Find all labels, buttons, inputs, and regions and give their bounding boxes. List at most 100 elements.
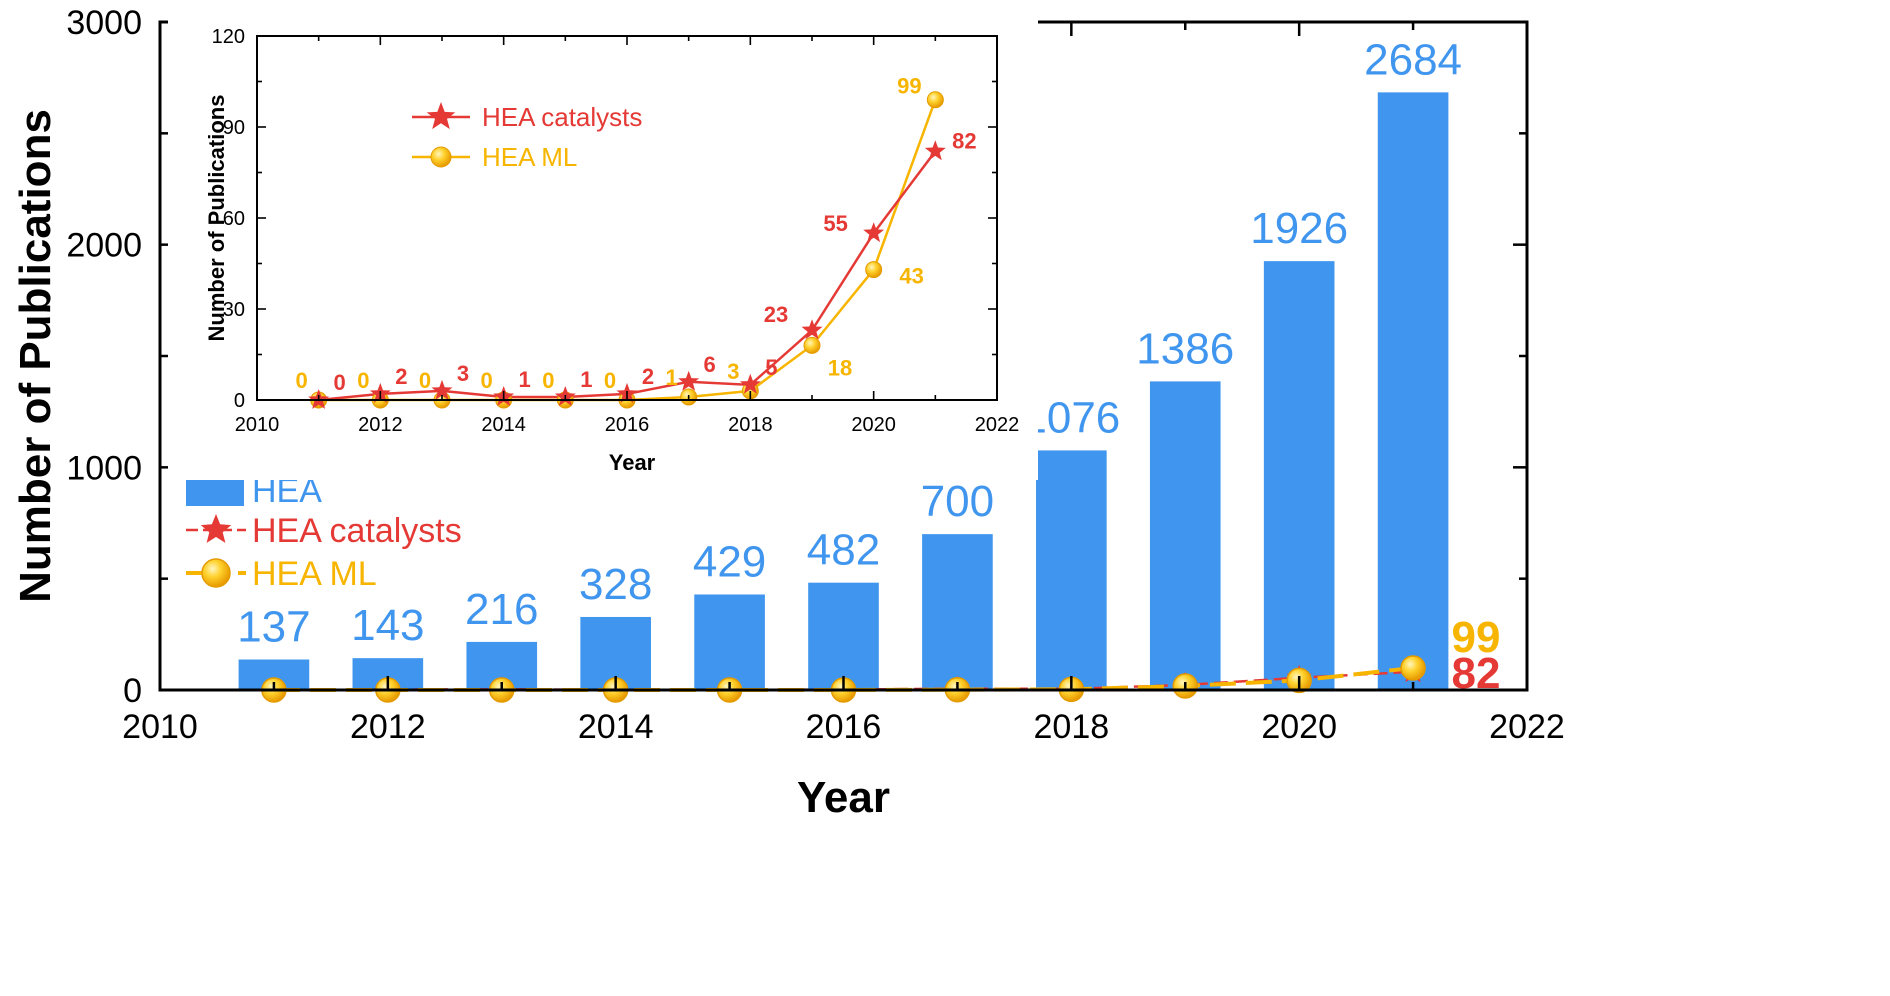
hea-bar-2016 [808, 582, 879, 690]
main-x-tick-labels: 2010 2012 2014 2016 2018 2020 2022 [122, 708, 1565, 746]
inset-legend-catalysts-star-icon [426, 102, 456, 130]
main-x-tick-label-2016: 2016 [806, 708, 882, 746]
inset-ml-label-2012: 0 [357, 368, 369, 393]
hea-bars [238, 92, 1449, 690]
hea-bar-label-2015: 429 [693, 537, 766, 586]
inset-axis-ticks [256, 35, 998, 401]
inset-y-tick-label-0: 0 [234, 390, 245, 412]
inset-x-tick-label-2014: 2014 [481, 414, 526, 436]
main-x-tick-label-2014: 2014 [578, 708, 654, 746]
main-x-tick-label-2018: 2018 [1034, 708, 1110, 746]
main-x-axis-title: Year [797, 773, 890, 822]
inset-x-tick-label-2010: 2010 [235, 414, 280, 436]
hea-bar-2017 [922, 534, 993, 690]
hea-bar-label-2020: 1926 [1250, 204, 1348, 253]
main-x-tick-label-2010: 2010 [122, 708, 198, 746]
main-x-tick-label-2022: 2022 [1489, 708, 1565, 746]
inset-x-axis-title: Year [609, 450, 656, 475]
inset-catalysts-label-2011: 0 [334, 370, 346, 395]
legend-ml-label: HEA ML [252, 555, 377, 593]
inset-ml-label-2019: 18 [828, 355, 852, 380]
hea-catalysts-point-inset-2020 [863, 222, 885, 243]
inset-catalysts-label-2019: 23 [764, 302, 788, 327]
inset-ml-label-2020: 43 [899, 264, 923, 289]
hea-catalysts-point-inset-2019 [801, 319, 823, 340]
inset-catalysts-label-2016: 2 [642, 364, 654, 389]
inset-y-tick-labels: 0 30 60 90 120 [212, 26, 245, 412]
inset-catalysts-label-2017: 6 [704, 352, 716, 377]
main-x-tick-label-2020: 2020 [1261, 708, 1337, 746]
inset-catalysts-label-2020: 55 [823, 211, 847, 236]
inset-y-tick-label-60: 60 [223, 208, 245, 230]
inset-legend-ml-label: HEA ML [482, 142, 577, 172]
inset-x-tick-label-2020: 2020 [851, 414, 896, 436]
legend-catalysts-label: HEA catalysts [252, 512, 462, 550]
hea-bar-label-2013: 216 [465, 585, 538, 634]
hea-bar-2019 [1149, 381, 1221, 690]
inset-x-tick-label-2016: 2016 [605, 414, 650, 436]
hea-bar-2020 [1263, 261, 1335, 690]
inset-x-tick-labels: 2010 2012 2014 2016 2018 2020 2022 [235, 414, 1020, 436]
hea-ml-point-inset-2021 [926, 91, 944, 109]
legend-ml-ball-icon [201, 558, 231, 588]
inset-catalysts-label-2013: 3 [457, 361, 469, 386]
inset-ml-label-2015: 0 [542, 368, 554, 393]
hea-catalysts-point-inset-2013 [431, 379, 453, 400]
hea-catalysts-point-inset-2017 [678, 370, 700, 391]
inset-y-tick-label-90: 90 [223, 117, 245, 139]
inset-ml-label-2016: 0 [604, 368, 616, 393]
inset-catalysts-label-2021: 82 [952, 128, 976, 153]
hea-ml-point-inset-2020 [865, 261, 883, 279]
hea-catalysts-point-inset-2021 [924, 140, 946, 161]
end-label-catalysts: 82 [1452, 649, 1501, 698]
hea-ml-point-main-2021 [1400, 655, 1426, 681]
main-y-tick-label-1000: 1000 [66, 449, 142, 487]
hea-bar-label-2014: 328 [579, 560, 652, 609]
inset-ml-label-2011: 0 [296, 368, 308, 393]
hea-bar-label-2012: 143 [351, 601, 424, 650]
main-y-tick-labels: 0 1000 2000 3000 [66, 4, 142, 710]
hea-bar-2018 [1036, 450, 1107, 690]
hea-bar-2021 [1377, 92, 1449, 690]
legend-catalysts-star-icon [200, 514, 232, 543]
main-y-axis-title: Number of Publications [11, 109, 60, 603]
hea-catalysts-point-inset-2018 [739, 373, 761, 394]
hea-bar-label-2021: 2684 [1364, 35, 1462, 84]
inset-legend: HEA catalysts HEA ML [412, 102, 642, 172]
inset-ml-label-2013: 0 [419, 368, 431, 393]
hea-bar-label-2019: 1386 [1136, 324, 1234, 373]
main-y-tick-label-2000: 2000 [66, 227, 142, 265]
hea-ml-point-inset-2019 [803, 336, 821, 354]
inset-x-tick-label-2022: 2022 [975, 414, 1020, 436]
hea-bar-label-2016: 482 [807, 526, 880, 575]
inset-catalysts-label-2015: 1 [580, 367, 592, 392]
inset-ml-label-2017: 1 [666, 365, 678, 390]
inset-catalysts-label-2012: 2 [395, 364, 407, 389]
main-y-tick-label-0: 0 [123, 672, 142, 710]
inset-ml-label-2018: 3 [727, 359, 739, 384]
hea-bar-label-2017: 700 [921, 477, 994, 526]
end-label-ml: 99 [1452, 613, 1501, 662]
inset-ml-label-2014: 0 [481, 368, 493, 393]
inset-y-axis-title: Number of Publications [204, 95, 229, 342]
inset-x-tick-label-2018: 2018 [728, 414, 773, 436]
inset-ml-label-2021: 99 [897, 74, 921, 99]
inset-legend-ml-ball-icon [430, 146, 452, 168]
legend-hea-swatch [186, 476, 244, 506]
inset-y-tick-label-120: 120 [212, 26, 245, 48]
inset-legend-catalysts-label: HEA catalysts [482, 102, 642, 132]
hea-bar-label-2018: 1076 [1022, 393, 1120, 442]
main-y-tick-label-3000: 3000 [66, 4, 142, 42]
inset-y-tick-label-30: 30 [223, 299, 245, 321]
inset-x-tick-label-2012: 2012 [358, 414, 403, 436]
inset-catalysts-label-2018: 5 [765, 355, 777, 380]
inset-catalysts-label-2014: 1 [519, 367, 531, 392]
hea-bar-label-2011: 137 [237, 602, 310, 651]
